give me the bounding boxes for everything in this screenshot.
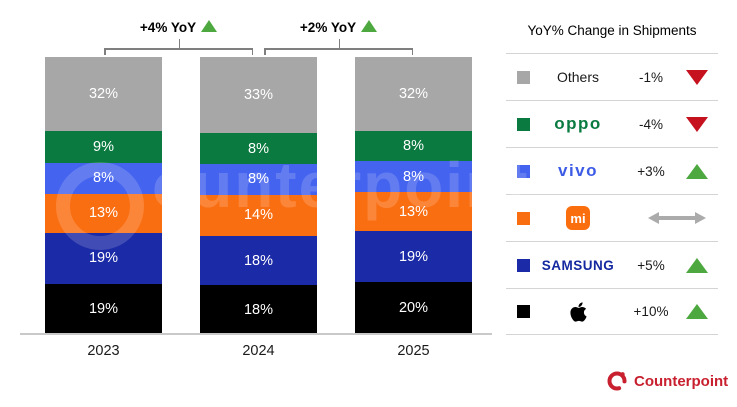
down-triangle-icon (676, 116, 718, 132)
legend-swatch-oppo (517, 117, 530, 131)
counterpoint-ring-icon (607, 371, 627, 391)
stacked-bar-2024: 33% 8% 8% 14% 18% 18% (200, 57, 317, 334)
segment-apple-2024: 18% (200, 285, 317, 334)
counterpoint-logo: Counterpoint (606, 367, 728, 395)
xiaomi-mi-badge-icon: mi (566, 206, 590, 230)
yoy-bracket-2023-2024: +4% YoY (104, 20, 253, 56)
segment-value-label: 18% (243, 301, 274, 318)
segment-value-label: 32% (398, 85, 429, 102)
yoy-bracket-2024-2025: +2% YoY (264, 20, 413, 56)
segment-oppo-2024: 8% (200, 133, 317, 164)
legend-row-others: Others -1% (506, 53, 718, 100)
segment-value-label: 19% (88, 250, 119, 267)
up-triangle-icon (361, 20, 378, 32)
up-triangle-icon (676, 257, 718, 273)
yoy-change-value: -4% (638, 116, 663, 132)
segment-samsung-2023: 19% (45, 233, 162, 284)
legend-swatch-xiaomi (517, 211, 530, 225)
legend-swatch-vivo (517, 164, 530, 178)
segment-xiaomi-2024: 14% (200, 194, 317, 237)
segment-others-2024: 33% (200, 57, 317, 134)
segment-xiaomi-2023: 13% (45, 193, 162, 234)
legend-row-oppo: oppo -4% (506, 100, 718, 147)
yoy-annotation-text: +4% YoY (139, 20, 197, 35)
x-axis-label-2023: 2023 (87, 343, 120, 359)
stacked-bar-2025: 32% 8% 8% 13% 19% 20% (355, 57, 472, 335)
segment-oppo-2025: 8% (355, 130, 472, 162)
x-axis-label-2025: 2025 (397, 343, 430, 359)
segment-value-label: 20% (398, 299, 429, 316)
segment-samsung-2024: 18% (200, 236, 317, 286)
yoy-change-value: +3% (637, 163, 665, 179)
others-wordmark: Others (556, 69, 599, 85)
yoy-annotation: +4% YoY (104, 20, 253, 35)
segment-value-label: 18% (243, 252, 274, 269)
segment-value-label: 14% (243, 207, 274, 224)
segment-value-label: 32% (88, 85, 119, 102)
bracket-line (264, 48, 413, 54)
vivo-logo: vivo (530, 161, 626, 181)
segment-apple-2023: 19% (45, 283, 162, 335)
segment-oppo-2023: 9% (45, 130, 162, 164)
segment-value-label: 8% (248, 140, 269, 157)
others-logo: Others (530, 69, 626, 85)
legend-rows: Others -1% oppo -4% vivo +3% mi SAMSUNG +5% +10% (506, 53, 718, 335)
apple-logo (530, 301, 626, 323)
yoy-change-value: -1% (638, 69, 663, 85)
segment-others-2025: 32% (355, 57, 472, 131)
down-triangle-icon (676, 69, 718, 85)
xiaomi-logo: mi (530, 206, 626, 230)
segment-vivo-2023: 8% (45, 163, 162, 194)
yoy-annotation-text: +2% YoY (299, 20, 357, 35)
segment-apple-2025: 20% (355, 281, 472, 335)
legend-swatch-samsung (517, 258, 530, 272)
legend-row-samsung: SAMSUNG +5% (506, 241, 718, 288)
segment-value-label: 8% (93, 170, 114, 187)
legend-row-xiaomi: mi (506, 194, 718, 241)
segment-value-label: 8% (248, 171, 269, 188)
segment-value-label: 13% (398, 203, 429, 220)
segment-samsung-2025: 19% (355, 231, 472, 282)
yoy-change-value: +10% (633, 304, 669, 319)
legend-swatch-others (517, 70, 530, 84)
stacked-bar-chart: +4% YoY +2% YoY 32% 9% 8% 13% 19% 19% 33% 8% 8% 1… (20, 20, 492, 359)
up-triangle-icon (201, 20, 218, 32)
segment-others-2023: 32% (45, 57, 162, 131)
apple-logo-icon (569, 301, 587, 322)
legend-panel: YoY% Change in Shipments Others -1% oppo -4… (506, 0, 718, 335)
segment-vivo-2024: 8% (200, 163, 317, 195)
counterpoint-brand-text: Counterpoint (634, 372, 729, 390)
segment-vivo-2025: 8% (355, 161, 472, 192)
segment-value-label: 33% (243, 87, 274, 104)
stacked-bar-2023: 32% 9% 8% 13% 19% 19% (45, 57, 162, 335)
up-triangle-icon (676, 163, 718, 179)
segment-value-label: 9% (93, 139, 114, 156)
segment-value-label: 8% (403, 168, 424, 185)
segment-value-label: 8% (403, 138, 424, 155)
legend-row-apple: +10% (506, 288, 718, 335)
oppo-wordmark: oppo (554, 114, 602, 133)
x-axis-label-2024: 2024 (242, 343, 275, 359)
x-axis-line (20, 333, 492, 335)
samsung-logo: SAMSUNG (530, 258, 626, 273)
yoy-annotation: +2% YoY (264, 20, 413, 35)
bracket-line (104, 48, 253, 54)
legend-swatch-apple (517, 305, 530, 318)
legend-title: YoY% Change in Shipments (527, 23, 697, 38)
samsung-wordmark: SAMSUNG (541, 257, 615, 273)
oppo-logo: oppo (530, 114, 626, 134)
segment-value-label: 13% (88, 205, 119, 222)
segment-value-label: 19% (398, 248, 429, 265)
up-triangle-icon (676, 304, 718, 319)
bracket-stem (178, 39, 180, 48)
segment-value-label: 19% (88, 300, 119, 317)
legend-row-vivo: vivo +3% (506, 147, 718, 194)
vivo-wordmark: vivo (557, 161, 599, 180)
yoy-change-value: +5% (637, 257, 665, 273)
segment-xiaomi-2025: 13% (355, 191, 472, 232)
bracket-stem (338, 39, 340, 48)
